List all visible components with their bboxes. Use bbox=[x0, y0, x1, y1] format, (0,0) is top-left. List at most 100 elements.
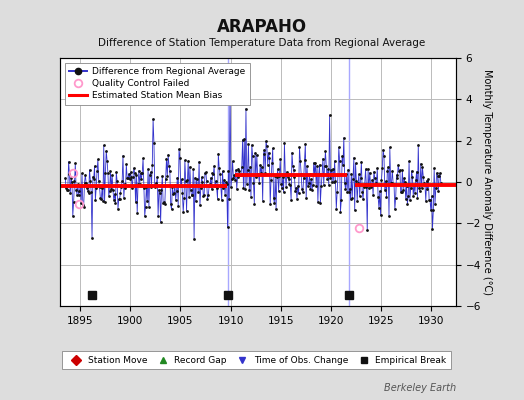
Point bbox=[286, 182, 294, 188]
Point bbox=[161, 176, 170, 182]
Point bbox=[152, 180, 161, 186]
Point bbox=[162, 155, 171, 162]
Point bbox=[134, 181, 142, 188]
Point bbox=[423, 186, 432, 192]
Point bbox=[173, 174, 181, 181]
Point bbox=[63, 186, 72, 193]
Point bbox=[351, 207, 359, 214]
Point bbox=[80, 180, 89, 186]
Point bbox=[217, 197, 226, 203]
Point bbox=[248, 152, 257, 159]
Point bbox=[89, 174, 97, 180]
Point bbox=[115, 196, 123, 202]
Point bbox=[157, 219, 165, 225]
Point bbox=[359, 196, 367, 202]
Point bbox=[180, 195, 188, 201]
Point bbox=[301, 140, 310, 147]
Point bbox=[432, 185, 440, 191]
Point bbox=[119, 195, 128, 201]
Point bbox=[67, 174, 75, 181]
Point bbox=[264, 149, 272, 156]
Point bbox=[200, 192, 209, 198]
Point bbox=[95, 184, 104, 190]
Point bbox=[191, 175, 199, 181]
Point bbox=[136, 180, 144, 187]
Point bbox=[365, 185, 373, 192]
Point bbox=[105, 188, 114, 194]
Point bbox=[336, 208, 345, 215]
Point bbox=[343, 188, 352, 195]
Point bbox=[411, 190, 419, 196]
Point bbox=[141, 204, 150, 210]
Point bbox=[233, 186, 241, 192]
Point bbox=[242, 106, 250, 112]
Point bbox=[372, 181, 380, 188]
Point bbox=[433, 172, 442, 179]
Point bbox=[219, 168, 227, 174]
Point bbox=[213, 185, 221, 191]
Point bbox=[118, 178, 126, 184]
Point bbox=[345, 189, 353, 195]
Point bbox=[435, 172, 443, 179]
Point bbox=[366, 182, 375, 188]
Point bbox=[281, 171, 289, 178]
Point bbox=[307, 176, 315, 182]
Point bbox=[291, 188, 300, 194]
Point bbox=[220, 176, 228, 183]
Point bbox=[377, 177, 386, 184]
Point bbox=[388, 167, 397, 174]
Point bbox=[310, 160, 318, 166]
Point bbox=[178, 190, 187, 196]
Point bbox=[260, 146, 268, 153]
Point bbox=[77, 199, 85, 206]
Point bbox=[216, 171, 224, 177]
Point bbox=[349, 176, 357, 182]
Point bbox=[202, 169, 210, 175]
Point bbox=[187, 187, 195, 194]
Point bbox=[90, 176, 98, 182]
Point bbox=[254, 172, 262, 178]
Point bbox=[150, 140, 158, 146]
Point bbox=[115, 196, 124, 202]
Point bbox=[420, 180, 428, 186]
Point bbox=[424, 176, 432, 182]
Text: Berkeley Earth: Berkeley Earth bbox=[384, 383, 456, 393]
Point bbox=[269, 195, 278, 201]
Text: Difference of Station Temperature Data from Regional Average: Difference of Station Temperature Data f… bbox=[99, 38, 425, 48]
Point bbox=[206, 181, 214, 188]
Point bbox=[335, 158, 344, 165]
Point bbox=[227, 176, 236, 182]
Point bbox=[419, 174, 428, 180]
Point bbox=[189, 166, 198, 172]
Point bbox=[366, 169, 374, 176]
Point bbox=[204, 192, 213, 198]
Point bbox=[222, 179, 230, 186]
Point bbox=[183, 177, 192, 184]
Point bbox=[143, 198, 151, 204]
Point bbox=[108, 172, 116, 178]
Point bbox=[221, 192, 229, 198]
Point bbox=[150, 184, 159, 190]
Point bbox=[188, 192, 196, 198]
Point bbox=[245, 187, 254, 193]
Point bbox=[276, 156, 285, 162]
Point bbox=[402, 182, 411, 189]
Point bbox=[421, 182, 429, 189]
Point bbox=[212, 178, 220, 184]
Point bbox=[292, 184, 300, 191]
Point bbox=[128, 185, 136, 192]
Point bbox=[219, 185, 227, 192]
Point bbox=[348, 195, 356, 201]
Point bbox=[344, 166, 352, 173]
Point bbox=[351, 160, 359, 166]
Point bbox=[209, 170, 217, 177]
Point bbox=[185, 164, 194, 170]
Point bbox=[246, 164, 254, 170]
Point bbox=[206, 174, 215, 181]
Point bbox=[406, 196, 414, 203]
Point bbox=[132, 172, 140, 178]
Point bbox=[113, 178, 122, 185]
Point bbox=[318, 171, 326, 178]
Point bbox=[347, 170, 356, 177]
Point bbox=[271, 173, 279, 179]
